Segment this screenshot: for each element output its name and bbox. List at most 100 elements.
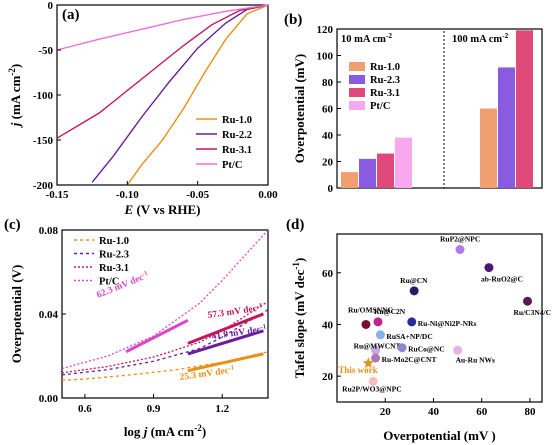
y-tick-label-b: 120 <box>317 24 334 36</box>
legend-label-a: Pt/C <box>222 160 242 171</box>
x-tick-label-c: 1.2 <box>215 403 229 415</box>
series-line-Ru-2.2 <box>91 4 269 183</box>
scatter-point <box>407 317 417 327</box>
legend-swatch-b <box>349 62 365 71</box>
point-label: RuCo@NC <box>408 345 445 354</box>
legend-label-b: Ru-1.0 <box>370 62 400 73</box>
series-line-Pt/C <box>61 229 269 370</box>
scatter-point <box>453 345 463 355</box>
legend-label-a: Ru-1.0 <box>222 115 252 126</box>
y-tick-label-b: 0 <box>328 183 334 195</box>
y-tick-label-d: 20 <box>322 371 334 383</box>
point-label: ab-RuO2@C <box>481 275 523 284</box>
scatter-point <box>484 263 494 273</box>
scatter-point <box>375 330 385 340</box>
y-tick-label-d: 40 <box>322 319 334 331</box>
fit-line-Pt/C <box>125 318 189 354</box>
x-tick-label-a: -0.15 <box>46 189 69 201</box>
legend-label-a: Ru-2.2 <box>222 130 252 141</box>
y-tick-label-c: 0.04 <box>39 309 59 321</box>
legend-label-b: Pt/C <box>370 101 390 112</box>
point-label: Au-Ru NWs <box>456 355 495 364</box>
panel-b: 0 20 40 60 80 100 120 10 mA cm-2 100 mA cm-2 Ru-1… <box>284 12 543 195</box>
x-tick-label-c: 0.9 <box>147 403 161 415</box>
legend-swatch-b <box>349 88 365 97</box>
series-line-Ru-1.0 <box>126 4 269 186</box>
scatter-point <box>397 343 407 353</box>
bar-Ru-1.0 <box>341 172 358 188</box>
y-tick-label-c: 0.00 <box>39 393 59 405</box>
x-tick-label-c: 0.6 <box>78 403 92 415</box>
scatter-point <box>523 296 533 306</box>
plot-frame-d <box>336 233 543 403</box>
y-tick-label-b: 20 <box>322 157 334 169</box>
group-label: 100 mA cm-2 <box>452 31 509 46</box>
bar-Pt/C <box>395 137 412 188</box>
legend-label-b: Ru-3.1 <box>370 88 400 99</box>
x-tick-label-d: 60 <box>476 406 488 418</box>
y-tick-label-a: -200 <box>33 180 54 192</box>
y-tick-label-b: 60 <box>322 104 334 116</box>
panel-label-c: (c) <box>4 217 21 233</box>
this-work-marker <box>362 357 375 369</box>
x-tick-label-d: 40 <box>428 406 440 418</box>
bar-Ru-3.1 <box>516 30 533 189</box>
y-tick-label-b: 100 <box>317 51 334 63</box>
fit-line-Ru-3.1 <box>187 312 264 345</box>
legend-label-c: Ru-3.1 <box>99 263 129 274</box>
scatter-point <box>373 317 383 327</box>
x-axis-label-c: log j (mA cm-2) <box>124 423 206 439</box>
point-label: Ru-Ni@Ni2P-NRs <box>418 319 477 328</box>
bar-Ru-1.0 <box>480 108 497 188</box>
scatter-point <box>368 376 378 386</box>
x-tick-label-a: 0.00 <box>258 189 278 201</box>
x-tick-label-a: -0.05 <box>186 189 209 201</box>
series-line-Ru-2.3 <box>61 309 269 376</box>
y-axis-label-b: Overpotential (mV) <box>292 54 307 163</box>
scatter-point <box>455 245 465 255</box>
y-tick-label-a: -50 <box>38 45 53 57</box>
x-axis-label-a: E (V vs RHE) <box>124 202 201 217</box>
legend-label-c: Ru-1.0 <box>99 236 129 247</box>
x-tick-label-a: -0.10 <box>116 189 139 201</box>
series-line-Ru-3.1 <box>56 4 269 139</box>
point-label: Ru2P/WO3@NPC <box>342 384 401 393</box>
y-tick-label-a: -150 <box>33 135 54 147</box>
y-tick-label-d: 60 <box>322 268 334 280</box>
y-axis-label-a: j (mA cm-2) <box>7 64 23 128</box>
plot-frame-a <box>56 4 269 186</box>
bar-Ru-3.1 <box>377 153 394 188</box>
y-tick-label-a: 0 <box>48 0 54 12</box>
series-line-Ru-3.1 <box>61 300 269 374</box>
y-tick-label-a: -100 <box>33 90 54 102</box>
y-tick-label-b: 80 <box>322 77 334 89</box>
scatter-point <box>361 319 371 329</box>
legend-label-c: Ru-2.3 <box>99 250 129 261</box>
panel-label-d: (d) <box>286 217 304 233</box>
scatter-point <box>409 286 419 296</box>
series-line-Ru-1.0 <box>61 351 269 381</box>
point-label: Ru@C2N <box>374 307 406 316</box>
x-tick-label-d: 80 <box>524 406 536 418</box>
x-axis-label-d: Overpotential (mV ) <box>383 428 495 443</box>
x-tick-label-d: 20 <box>380 406 392 418</box>
point-label: Ru@MWCNT <box>354 341 401 350</box>
point-label: Ru/C3N4/C <box>514 308 552 317</box>
panel-a: -0.15 -0.10 -0.05 0.00 -200 -150 -100 -50 0 E (V … <box>7 0 278 217</box>
legend-swatch-b <box>349 75 365 84</box>
point-label: RuP2@NPC <box>440 235 480 244</box>
panel-c: 25.3 mV dec-141.9 mV dec-157.3 mV dec-16… <box>4 217 269 439</box>
bar-Ru-2.3 <box>498 67 515 188</box>
y-axis-label-d: Tafel slope (mV dec-1) <box>291 258 307 379</box>
legend-label-c: Pt/C <box>99 277 119 288</box>
y-tick-label-b: 40 <box>322 130 334 142</box>
panel-d: 20 40 60 80 20 40 60 RuP2@NPC ab-RuO2@C Ru@CN Ru/C… <box>286 217 551 443</box>
panel-label-a: (a) <box>62 7 80 23</box>
y-axis-label-c: Overpotential (V) <box>9 265 24 364</box>
point-label: Ru/OMSNNC <box>348 305 393 314</box>
group-label: 10 mA cm-2 <box>341 31 392 46</box>
point-label: Ru@CN <box>400 276 428 285</box>
legend-label-b: Ru-2.3 <box>370 75 400 86</box>
point-label: RuSA+NP/DC <box>386 332 432 341</box>
